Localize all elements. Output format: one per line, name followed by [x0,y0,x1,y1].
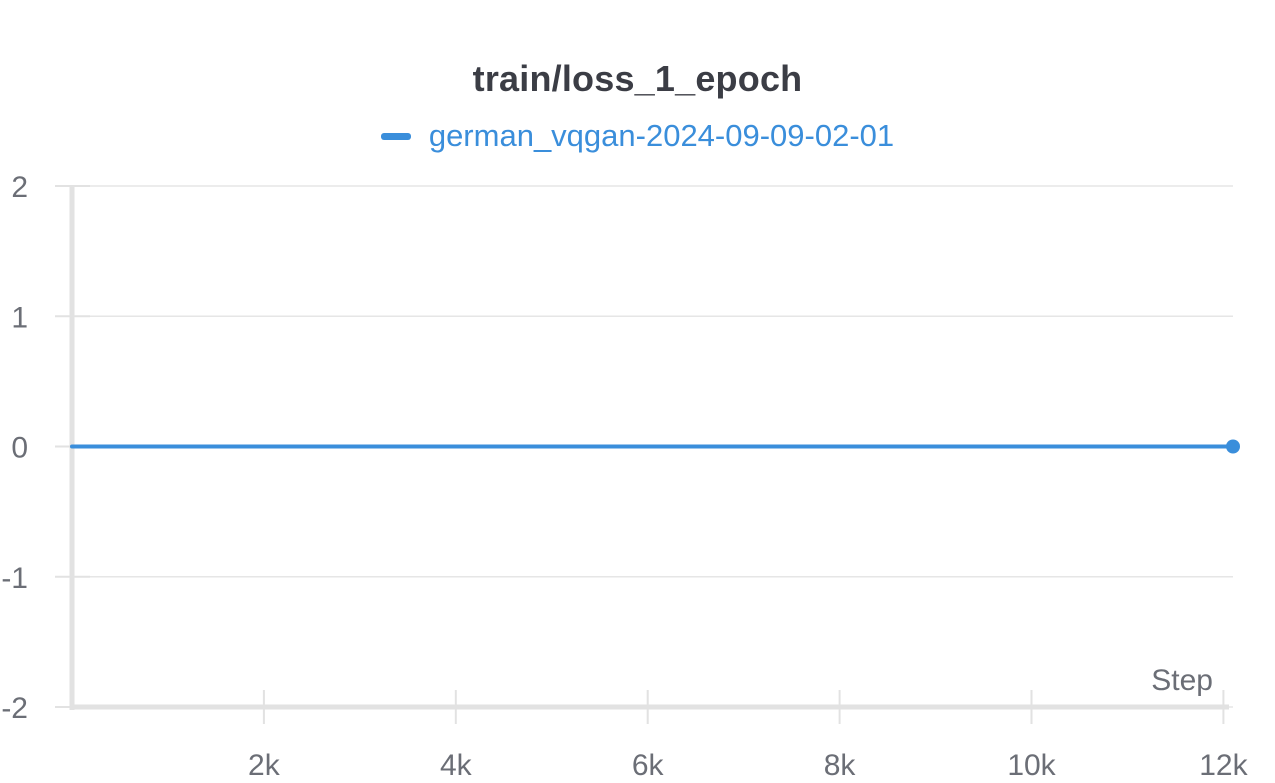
x-tick-label: 6k [632,749,665,782]
x-tick-label: 2k [248,749,281,782]
x-axis-label: Step [1151,664,1213,697]
y-tick-label: 0 [11,432,28,465]
x-tick-label: 10k [1007,749,1056,782]
chart-title: train/loss_1_epoch [472,58,803,99]
y-tick-label: 2 [11,171,28,204]
y-tick-labels: -2 -1 0 1 2 [1,171,28,725]
x-tick-labels: 2k 4k 6k 8k 10k 12k [248,749,1249,782]
x-tick-label: 8k [824,749,857,782]
legend-swatch [380,132,411,140]
series-end-point[interactable] [1226,439,1240,454]
x-tick-label: 4k [440,749,473,782]
axes [55,185,1229,724]
y-tick-label: -2 [1,692,28,725]
y-tick-label: -1 [1,562,28,595]
series-lines [70,439,1240,454]
y-tick-label: 1 [11,301,28,334]
legend: german_vqgan-2024-09-09-02-01 [0,118,1275,154]
x-tick-label: 12k [1199,749,1248,782]
legend-label-series-1[interactable]: german_vqgan-2024-09-09-02-01 [428,118,895,153]
